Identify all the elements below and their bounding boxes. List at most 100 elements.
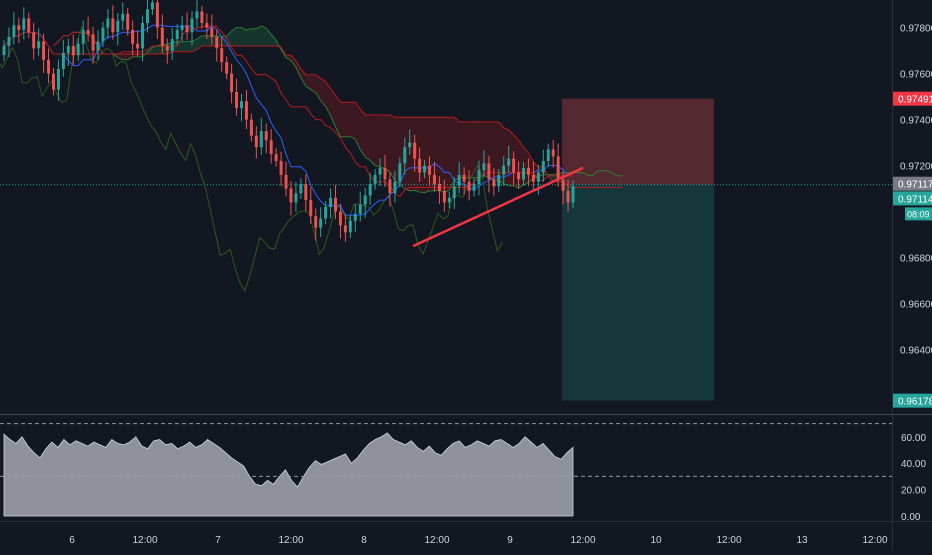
candle-body[interactable] xyxy=(319,218,323,228)
candle-body[interactable] xyxy=(353,213,357,221)
candle-body[interactable] xyxy=(363,195,367,205)
candle-body[interactable] xyxy=(81,29,85,44)
candle-body[interactable] xyxy=(249,119,253,136)
candle-body[interactable] xyxy=(546,149,550,162)
candle-body[interactable] xyxy=(551,149,555,157)
candle-body[interactable] xyxy=(418,158,422,173)
candle-body[interactable] xyxy=(136,43,140,49)
candle-body[interactable] xyxy=(294,193,298,203)
candle-body[interactable] xyxy=(27,18,31,33)
candle-body[interactable] xyxy=(309,200,313,217)
candle-body[interactable] xyxy=(423,165,427,173)
candle-body[interactable] xyxy=(175,29,179,40)
candle-body[interactable] xyxy=(378,167,382,175)
candle-body[interactable] xyxy=(235,92,239,109)
take-profit-zone[interactable] xyxy=(562,184,714,401)
candle-body[interactable] xyxy=(165,46,169,51)
candle-body[interactable] xyxy=(393,181,397,194)
candle-body[interactable] xyxy=(536,172,540,182)
candle-body[interactable] xyxy=(66,46,70,53)
candle-body[interactable] xyxy=(462,174,466,182)
candle-body[interactable] xyxy=(220,48,224,63)
candle-body[interactable] xyxy=(150,2,154,10)
time-axis[interactable]: 6 12:00 7 12:00 8 12:00 9 12:00 10 12:00 13 12:00 xyxy=(69,535,888,546)
candle-body[interactable] xyxy=(467,181,471,191)
candle-body[interactable] xyxy=(269,140,273,155)
candle-body[interactable] xyxy=(299,184,303,194)
candle-body[interactable] xyxy=(2,46,6,56)
candle-body[interactable] xyxy=(12,25,16,37)
candle-body[interactable] xyxy=(190,18,194,33)
candle-body[interactable] xyxy=(507,158,511,166)
candle-body[interactable] xyxy=(56,69,60,90)
candle-body[interactable] xyxy=(230,73,234,92)
candle-body[interactable] xyxy=(116,20,120,33)
candle-body[interactable] xyxy=(502,165,506,175)
candle-body[interactable] xyxy=(487,163,491,180)
candle-body[interactable] xyxy=(170,39,174,51)
stop-loss-zone[interactable] xyxy=(562,98,714,185)
candle-body[interactable] xyxy=(91,34,95,51)
candle-body[interactable] xyxy=(452,186,456,198)
candle-body[interactable] xyxy=(517,172,521,180)
candle-body[interactable] xyxy=(200,11,204,24)
candle-body[interactable] xyxy=(482,163,486,171)
candle-body[interactable] xyxy=(289,188,293,203)
candle-body[interactable] xyxy=(86,29,90,35)
candle-body[interactable] xyxy=(334,197,337,212)
candle-body[interactable] xyxy=(413,142,417,159)
candle-body[interactable] xyxy=(244,101,248,120)
candle-body[interactable] xyxy=(185,25,189,33)
candle-body[interactable] xyxy=(254,135,258,148)
candle-body[interactable] xyxy=(428,165,431,175)
candle-body[interactable] xyxy=(368,184,372,196)
candle-body[interactable] xyxy=(155,2,159,28)
candle-body[interactable] xyxy=(457,174,461,187)
candle-body[interactable] xyxy=(556,156,560,180)
candle-body[interactable] xyxy=(22,18,26,30)
candle-body[interactable] xyxy=(437,184,441,191)
candle-body[interactable] xyxy=(146,9,149,23)
candle-body[interactable] xyxy=(61,52,65,69)
candle-body[interactable] xyxy=(205,23,209,28)
candle-body[interactable] xyxy=(215,36,219,49)
candle-body[interactable] xyxy=(279,161,283,175)
candle-body[interactable] xyxy=(388,179,392,194)
candle-body[interactable] xyxy=(398,163,402,182)
candle-body[interactable] xyxy=(497,174,501,187)
candle-body[interactable] xyxy=(472,184,476,191)
candle-body[interactable] xyxy=(32,32,36,49)
candle-body[interactable] xyxy=(348,220,352,233)
candle-body[interactable] xyxy=(531,174,535,182)
candle-body[interactable] xyxy=(160,27,164,46)
candle-body[interactable] xyxy=(51,73,55,90)
candle-body[interactable] xyxy=(408,142,412,148)
candle-body[interactable] xyxy=(240,101,243,109)
candle-body[interactable] xyxy=(71,46,75,56)
candle-body[interactable] xyxy=(141,23,145,49)
candle-body[interactable] xyxy=(324,207,328,219)
short-position-tool[interactable] xyxy=(562,98,714,401)
candle-body[interactable] xyxy=(373,174,377,184)
candle-body[interactable] xyxy=(274,154,278,161)
candle-body[interactable] xyxy=(76,43,80,56)
candle-body[interactable] xyxy=(314,216,318,228)
candle-body[interactable] xyxy=(121,13,125,21)
candle-body[interactable] xyxy=(541,161,545,173)
candle-body[interactable] xyxy=(101,27,105,42)
candle-body[interactable] xyxy=(304,184,308,201)
candle-body[interactable] xyxy=(512,158,516,173)
candle-body[interactable] xyxy=(338,211,342,226)
candle-body[interactable] xyxy=(383,167,387,180)
candles[interactable] xyxy=(2,0,575,242)
candle-body[interactable] xyxy=(37,41,41,49)
candle-body[interactable] xyxy=(47,59,51,74)
candle-body[interactable] xyxy=(566,190,570,203)
candle-body[interactable] xyxy=(111,18,115,33)
trendline-drawing[interactable] xyxy=(412,166,584,248)
candle-body[interactable] xyxy=(195,11,199,19)
trendline[interactable] xyxy=(412,166,584,248)
